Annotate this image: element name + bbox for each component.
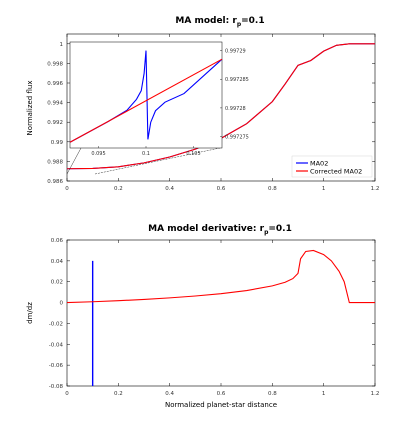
inset-y-tick-label: 0.997275 bbox=[225, 135, 249, 141]
x-tick-label: 1 bbox=[322, 391, 326, 397]
bottom-plot-area bbox=[66, 239, 376, 387]
x-tick-label: 0.4 bbox=[165, 391, 174, 397]
y-tick-label: 0.99 bbox=[51, 140, 64, 146]
bottom-series-group bbox=[66, 249, 375, 386]
inset-x-tick-label: 0.1 bbox=[142, 151, 150, 157]
zoom-connector-right bbox=[94, 147, 221, 175]
series-line-corrected-ma02 bbox=[66, 249, 375, 304]
y-tick-label: 0.998 bbox=[47, 61, 63, 67]
bottom-chart-title: MA model derivative: rp=0.1 bbox=[148, 224, 292, 236]
y-tick-label: -0.04 bbox=[49, 342, 64, 348]
inset-y-tick-label: 0.99728 bbox=[225, 106, 246, 112]
bottom-y-axis-label: dm/dz bbox=[26, 302, 34, 324]
legend: MA02 Corrected MA02 bbox=[291, 155, 373, 178]
y-tick-label: 0.994 bbox=[47, 101, 63, 107]
inset-series-corrected-ma02 bbox=[69, 58, 223, 143]
x-tick-label: 1.2 bbox=[371, 186, 380, 192]
y-tick-label: 0.992 bbox=[47, 120, 63, 126]
x-tick-label: 0 bbox=[65, 186, 69, 192]
x-tick-label: 0.2 bbox=[114, 186, 123, 192]
x-tick-label: 0.2 bbox=[114, 391, 123, 397]
bottom-x-ticks: 0 0.2 0.4 0.6 0.8 1 1.2 bbox=[65, 240, 379, 397]
inset-series-group bbox=[69, 50, 223, 143]
y-tick-label: 0.996 bbox=[47, 81, 63, 87]
y-tick-label: 0.986 bbox=[47, 179, 63, 185]
top-y-axis-label: Normalized flux bbox=[26, 81, 34, 136]
bottom-y-ticks: -0.08 -0.06 -0.04 -0.02 0 0.02 0.04 0.06 bbox=[49, 238, 375, 390]
y-tick-label: 0.02 bbox=[51, 280, 63, 286]
legend-label-ma02: MA02 bbox=[310, 160, 328, 168]
top-series-group bbox=[66, 43, 375, 170]
top-chart: MA model: rp=0.1 0.986 0.988 0.99 0.992 0.99… bbox=[26, 16, 379, 192]
x-tick-label: 0.8 bbox=[268, 186, 277, 192]
bottom-chart: MA model derivative: rp=0.1 -0.08-0.06-0… bbox=[26, 224, 379, 409]
inset-y-tick-label: 0.997285 bbox=[225, 77, 249, 83]
x-tick-label: 0.6 bbox=[217, 391, 226, 397]
inset-x-ticks: 0.095 0.1 0.105 bbox=[91, 146, 201, 157]
y-tick-label: -0.08 bbox=[49, 384, 64, 390]
top-chart-title: MA model: rp=0.1 bbox=[175, 16, 264, 28]
y-tick-label: -0.06 bbox=[49, 363, 64, 369]
y-tick-label: 0.06 bbox=[51, 238, 64, 244]
inset-zoom-plot: 0.095 0.1 0.105 0.9972750.997280.9972850.9… bbox=[69, 41, 249, 157]
x-tick-label: 0.4 bbox=[165, 186, 174, 192]
zoom-connector-left bbox=[66, 147, 82, 175]
x-tick-label: 0 bbox=[65, 391, 69, 397]
inset-series-ma02 bbox=[69, 50, 223, 143]
x-tick-label: 0.8 bbox=[268, 391, 277, 397]
series-line-corrected-ma02 bbox=[66, 43, 375, 170]
legend-label-corrected-ma02: Corrected MA02 bbox=[310, 168, 362, 176]
top-y-ticks: 0.986 0.988 0.99 0.992 0.994 0.996 0.998 1 bbox=[47, 42, 375, 185]
x-tick-label: 0.6 bbox=[217, 186, 226, 192]
inset-y-tick-label: 0.99729 bbox=[225, 49, 246, 55]
inset-x-tick-label: 0.105 bbox=[186, 151, 200, 157]
inset-x-tick-label: 0.095 bbox=[91, 151, 105, 157]
y-tick-label: 0.988 bbox=[47, 159, 63, 165]
y-tick-label: 0.04 bbox=[51, 259, 64, 265]
y-tick-label: -0.02 bbox=[49, 321, 63, 327]
legend-box bbox=[291, 155, 373, 178]
top-x-ticks: 0 0.2 0.4 0.6 0.8 1 1.2 bbox=[65, 34, 379, 192]
y-tick-label: 0 bbox=[60, 301, 64, 307]
y-tick-label: 1 bbox=[60, 42, 64, 48]
bottom-x-axis-label: Normalized planet-star distance bbox=[165, 401, 277, 409]
inset-y-ticks: 0.997275 0.99728 0.997285 0.99729 bbox=[220, 49, 249, 141]
x-tick-label: 1 bbox=[322, 186, 326, 192]
x-tick-label: 1.2 bbox=[371, 391, 380, 397]
